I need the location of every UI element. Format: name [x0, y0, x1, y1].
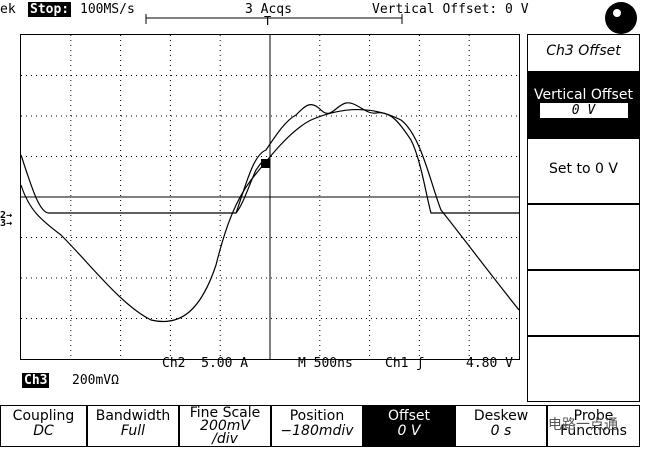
stop-indicator: Stop: — [28, 2, 72, 17]
side-menu-slot-6 — [527, 336, 640, 402]
probe-functions-button[interactable]: Probe Functions — [547, 405, 640, 447]
trigger-level: 4.80 V — [466, 356, 513, 371]
sample-rate: 100MS/s — [80, 2, 135, 17]
side-menu-title: Ch3 Offset — [527, 34, 640, 72]
graticule — [20, 35, 520, 359]
trigger-position-marker: T — [264, 14, 272, 28]
side-menu-slot-4 — [527, 204, 640, 270]
ch1-waveform — [235, 102, 519, 214]
ch3-scale-readout: 200mVΩ — [72, 373, 119, 388]
status-brand: ek — [0, 2, 16, 17]
side-menu-slot-5 — [527, 270, 640, 336]
timebase-readout: M 500ns — [298, 356, 353, 371]
vertical-offset-status: Vertical Offset: 0 V — [372, 2, 529, 17]
waveform-display — [20, 34, 520, 360]
record-position-bracket — [145, 14, 403, 24]
fine-scale-button[interactable]: Fine Scale 200mV/div — [179, 405, 271, 447]
watermark: 电路一点通 — [548, 417, 618, 433]
deskew-button[interactable]: Deskew 0 s — [455, 405, 547, 447]
vertical-offset-value: 0 V — [539, 103, 628, 118]
ch2-ground-marker: 2→ 3→ — [0, 210, 13, 229]
ch3-label: Ch3 — [22, 373, 50, 388]
bandwidth-button[interactable]: Bandwidth Full — [87, 405, 179, 447]
ch3-waveform — [20, 108, 520, 323]
set-to-zero-button[interactable]: Set to 0 V — [527, 138, 640, 204]
ch2-waveform — [20, 154, 262, 214]
trigger-source: Ch1 ʃ — [385, 356, 425, 371]
coupling-button[interactable]: Coupling DC — [0, 405, 87, 447]
acquisition-status-icon — [605, 2, 637, 34]
acquisition-count: 3 Acqs — [245, 2, 292, 17]
ch2-scale-readout: Ch2 5.00 A — [162, 356, 249, 371]
vertical-offset-side-button[interactable]: Vertical Offset 0 V — [527, 72, 640, 138]
offset-button[interactable]: Offset 0 V — [363, 405, 455, 447]
position-button[interactable]: Position −180mdiv — [271, 405, 363, 447]
trigger-point-marker — [261, 159, 270, 168]
